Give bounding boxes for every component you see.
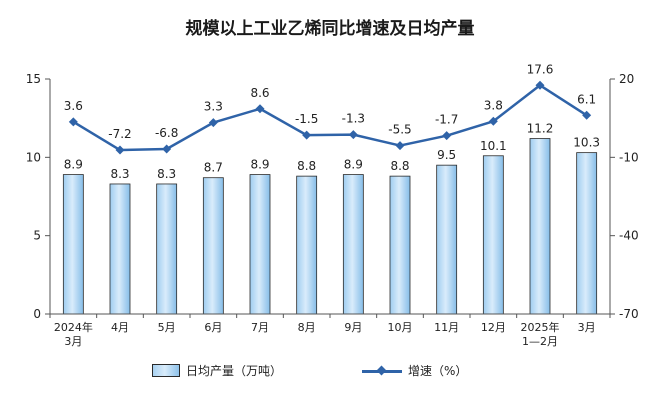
bar: [482, 155, 504, 315]
bar: [109, 183, 131, 315]
bar: [436, 164, 458, 315]
bar-data-label: 8.8: [297, 159, 316, 173]
x-tick-label: 9月: [344, 321, 362, 334]
growth-data-label: -5.5: [388, 123, 411, 137]
x-tick-label: 3月: [578, 321, 596, 334]
x-tick-label: 11月: [434, 321, 459, 334]
bar-data-label: 8.7: [204, 161, 223, 175]
bar: [296, 175, 318, 315]
chart-title: 规模以上工业乙烯同比增速及日均产量: [185, 19, 475, 39]
x-tick-label: 12月: [481, 321, 506, 334]
legend-line-label: 增速（%）: [408, 364, 468, 378]
bar-data-label: 9.5: [437, 148, 456, 162]
bar: [156, 183, 178, 315]
growth-point: [582, 110, 592, 120]
bar: [529, 138, 551, 315]
right-tick-label: -40: [619, 229, 639, 243]
growth-point: [162, 144, 172, 154]
x-tick-label: 4月: [111, 321, 129, 334]
legend-line-swatch: [362, 366, 402, 376]
growth-data-label: -1.3: [342, 112, 365, 126]
growth-data-label: 6.1: [577, 92, 596, 106]
right-tick-label: 20: [619, 72, 634, 86]
growth-point: [535, 80, 545, 90]
growth-point: [68, 117, 78, 127]
growth-point: [488, 116, 498, 126]
x-tick-label: 1—2月: [522, 335, 558, 348]
growth-data-label: -7.2: [108, 127, 131, 141]
bar: [389, 175, 411, 315]
growth-line: [72, 84, 588, 152]
legend-line: 增速（%）: [362, 362, 467, 379]
left-tick-label: 0: [33, 307, 41, 321]
x-tick-label: 6月: [204, 321, 222, 334]
legend-bars: 日均产量（万吨）: [152, 362, 282, 379]
growth-data-label: 8.6: [250, 86, 269, 100]
bar: [342, 174, 364, 315]
bars-layer: [62, 138, 598, 315]
growth-point: [208, 118, 218, 128]
x-tick-label: 5月: [158, 321, 176, 334]
bar-data-label: 11.2: [527, 122, 554, 136]
growth-data-label: -1.5: [295, 112, 318, 126]
bar: [202, 177, 224, 315]
bar-data-label: 10.1: [480, 139, 507, 153]
bar: [249, 174, 271, 315]
x-tick-label: 7月: [251, 321, 269, 334]
x-tick-label: 3月: [64, 335, 82, 348]
growth-data-label: 3.3: [204, 100, 223, 114]
bar-data-label: 8.3: [157, 167, 176, 181]
left-tick-label: 15: [26, 72, 41, 86]
bar: [62, 174, 84, 315]
growth-data-label: -6.8: [155, 126, 178, 140]
x-tick-label: 2025年: [521, 320, 560, 334]
legend-bar-swatch: [152, 364, 180, 377]
bar-data-label: 8.8: [390, 159, 409, 173]
growth-point: [348, 130, 358, 140]
right-tick-label: -10: [619, 150, 639, 164]
growth-point: [395, 141, 405, 151]
bar-data-label: 8.9: [64, 158, 83, 172]
line-layer: [68, 80, 592, 155]
labels-layer: 8.9 8.3 8.3 8.7 8.9 8.8 8.9 8.8 9.5 10.1 11.2 10.3 3…: [64, 62, 600, 181]
growth-data-label: 3.6: [64, 99, 83, 113]
x-tick-label: 10月: [388, 321, 413, 334]
growth-data-label: 17.6: [527, 62, 554, 76]
left-tick-label: 5: [33, 229, 41, 243]
bar-data-label: 10.3: [573, 136, 600, 150]
growth-data-label: 3.8: [484, 98, 503, 112]
x-tick-label: 8月: [298, 321, 316, 334]
growth-point: [255, 104, 265, 114]
left-tick-label: 10: [26, 150, 41, 164]
growth-point: [302, 130, 312, 140]
growth-data-label: -1.7: [435, 113, 458, 127]
growth-point: [115, 145, 125, 155]
legend-bar-label: 日均产量（万吨）: [186, 364, 283, 378]
bar-data-label: 8.9: [344, 158, 363, 172]
bar-data-label: 8.3: [110, 167, 129, 181]
x-tick-label: 2024年: [54, 320, 93, 334]
growth-point: [442, 131, 452, 141]
bar: [576, 152, 598, 315]
bar-data-label: 8.9: [250, 158, 269, 172]
right-tick-label: -70: [619, 307, 639, 321]
